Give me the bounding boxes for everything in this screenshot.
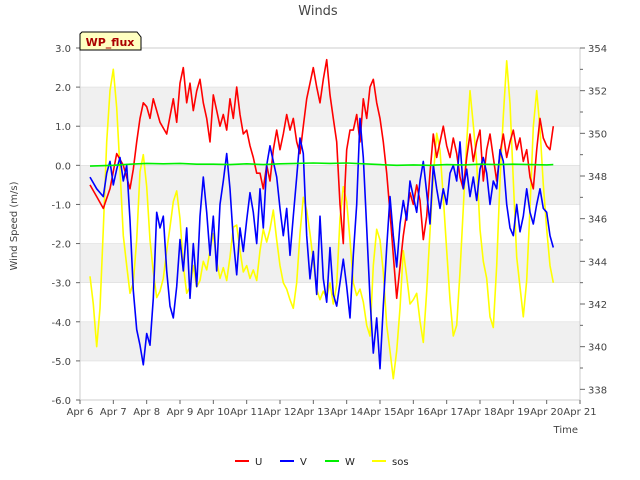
legend-label-sos: sos xyxy=(392,457,409,468)
x-tick-label: Apr 18 xyxy=(463,407,496,418)
x-axis-ticks: Apr 6 Apr 7 Apr 8 Apr 9 Apr 10 Apr 11 Apr 12 Ap… xyxy=(67,400,597,418)
x-tick-label: Apr 14 xyxy=(330,407,363,418)
series-line-v xyxy=(89,117,555,370)
right-y-tick-label: 344 xyxy=(588,257,607,268)
y-axis-label: Wind Speed (m/s) xyxy=(9,181,20,270)
series-line-u xyxy=(89,58,555,300)
x-tick-label: Apr 19 xyxy=(497,407,530,418)
right-y-tick-label: 346 xyxy=(588,215,607,226)
x-tick-label: Apr 9 xyxy=(167,407,194,418)
x-tick-label: Apr 6 xyxy=(67,407,94,418)
x-tick-label: Apr 16 xyxy=(397,407,430,418)
x-tick-label: Apr 12 xyxy=(263,407,296,418)
plot-area xyxy=(79,47,581,401)
wp-flux-badge: WP_flux xyxy=(79,31,142,51)
x-tick-label: Apr 11 xyxy=(230,407,263,418)
right-y-tick-label: 354 xyxy=(588,44,607,55)
x-tick-label: Apr 8 xyxy=(133,407,160,418)
x-tick-label: Apr 17 xyxy=(430,407,463,418)
left-y-tick-label: -1.0 xyxy=(51,200,71,211)
right-y-tick-label: 340 xyxy=(588,343,607,354)
legend-label-u: U xyxy=(255,457,262,468)
series-line-w xyxy=(89,162,554,167)
x-axis-label: Time xyxy=(553,425,578,436)
right-y-tick-label: 350 xyxy=(588,129,607,140)
left-y-tick-label: -5.0 xyxy=(51,357,71,368)
legend-label-w: W xyxy=(345,457,355,468)
left-y-tick-label: 2.0 xyxy=(55,83,71,94)
series-line-sos xyxy=(89,60,555,380)
left-y-axis-ticks: 3.0 2.0 1.0 0.0 -1.0 -2.0 -3.0 -4.0 -5.0 -6.0 xyxy=(51,44,80,407)
x-tick-label: Apr 10 xyxy=(197,407,230,418)
x-tick-label: Apr 15 xyxy=(363,407,396,418)
left-y-tick-label: -6.0 xyxy=(51,396,71,407)
legend-label-v: V xyxy=(300,457,307,468)
left-y-tick-label: 3.0 xyxy=(55,44,71,55)
left-y-tick-label: 0.0 xyxy=(55,161,71,172)
right-y-tick-label: 352 xyxy=(588,87,607,98)
series-lines xyxy=(89,58,555,380)
left-y-tick-label: -4.0 xyxy=(51,318,71,329)
right-y-tick-label: 342 xyxy=(588,300,607,311)
left-y-tick-label: -2.0 xyxy=(51,240,71,251)
left-y-tick-label: -3.0 xyxy=(51,279,71,290)
chart-title: Winds xyxy=(298,4,338,19)
right-y-tick-label: 348 xyxy=(588,172,607,183)
wp-flux-badge-label: WP_flux xyxy=(86,36,135,49)
x-tick-label: Apr 20 xyxy=(530,407,563,418)
grid-band xyxy=(80,321,580,361)
x-tick-label: Apr 21 xyxy=(563,407,596,418)
right-y-tick-label: 338 xyxy=(588,385,607,396)
right-y-axis-ticks: 354 352 350 348 346 344 342 340 338 xyxy=(580,44,607,396)
left-y-tick-label: 1.0 xyxy=(55,122,71,133)
x-tick-label: Apr 13 xyxy=(297,407,330,418)
x-tick-label: Apr 7 xyxy=(100,407,127,418)
